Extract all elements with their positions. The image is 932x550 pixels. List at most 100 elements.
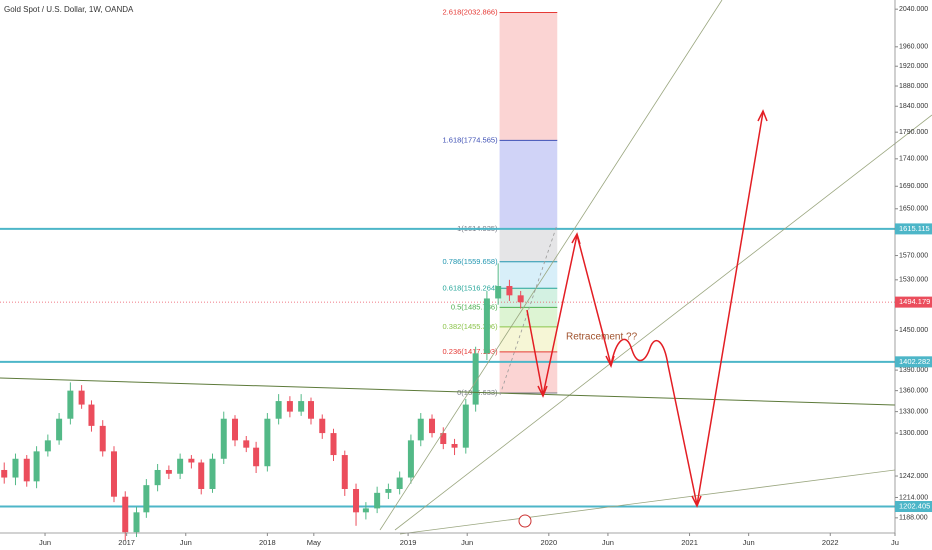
fib-label: 0.236(1417.193) xyxy=(443,347,499,356)
candle-body xyxy=(417,418,424,441)
price-badge xyxy=(895,356,932,368)
y-tick-label: 1530.000 xyxy=(899,277,928,284)
candle-body xyxy=(396,477,403,489)
price-badge-label: 1494.179 xyxy=(899,297,930,306)
trend-line xyxy=(379,0,723,531)
y-tick-label: 1188.000 xyxy=(899,515,928,522)
fib-label: 0.5(1485.786) xyxy=(451,302,498,311)
plot-area: 2.618(2032.866)1.618(1774.565)1(1614.935… xyxy=(0,7,895,541)
trend-line xyxy=(0,377,896,406)
y-tick-label: 1840.000 xyxy=(899,103,928,110)
candle-body xyxy=(407,440,414,478)
axes xyxy=(0,0,896,534)
x-tick-label: Ju xyxy=(891,538,899,547)
y-tick-label: 1740.000 xyxy=(899,156,928,163)
candle-body xyxy=(177,458,184,474)
candle-body xyxy=(220,418,227,459)
trend-line xyxy=(394,114,932,531)
y-tick-label: 1214.000 xyxy=(899,494,928,501)
x-tick-label: Jun xyxy=(743,538,755,547)
price-badge-label: 1202.405 xyxy=(899,501,930,510)
candle-body xyxy=(353,488,360,513)
fib-label: 0.618(1516.264) xyxy=(443,283,499,292)
x-tick-label: 2019 xyxy=(400,538,417,547)
candle-body xyxy=(275,401,282,419)
annotation: Retracement ?? xyxy=(566,332,638,343)
fib-label: 0.786(1559.658) xyxy=(443,257,499,266)
candle-body xyxy=(264,418,271,467)
y-tick-label: 1880.000 xyxy=(899,83,928,90)
candle-body xyxy=(1,469,8,478)
y-tick-label: 1920.000 xyxy=(899,63,928,70)
candle-body xyxy=(209,458,216,489)
x-tick-label: Jun xyxy=(180,538,192,547)
fib-zone xyxy=(499,288,558,308)
y-tick-label: 1300.000 xyxy=(899,430,928,437)
arrow-head xyxy=(537,109,768,508)
candle-body xyxy=(188,458,195,463)
x-tick-label: Jun xyxy=(602,538,614,547)
fib-zone xyxy=(499,261,558,289)
candle-body xyxy=(440,433,447,445)
candle-body xyxy=(286,401,293,412)
fib-zone xyxy=(499,228,558,262)
price-badge xyxy=(895,223,932,235)
fib-zone xyxy=(499,12,558,141)
x-tick-label: 2018 xyxy=(259,538,276,547)
candle-body xyxy=(243,440,250,448)
candle-body xyxy=(67,390,74,419)
y-tick-label: 1450.000 xyxy=(899,327,928,334)
x-tick-label: 2017 xyxy=(118,538,135,547)
price-badge-label: 1402.282 xyxy=(899,357,930,366)
candle-body xyxy=(143,485,150,513)
trend-line xyxy=(399,469,896,535)
fib-zone xyxy=(499,351,558,393)
candle-body xyxy=(198,462,205,489)
candle-body xyxy=(462,404,469,448)
x-tick-label: 2020 xyxy=(540,538,557,547)
candle-body xyxy=(12,458,19,478)
candle-body xyxy=(307,401,314,419)
chart-title: Gold Spot / U.S. Dollar, 1W, OANDA xyxy=(4,5,134,14)
x-tick-label: Jun xyxy=(461,538,473,547)
candle-body xyxy=(253,447,260,467)
candle-body xyxy=(374,492,381,509)
candle-body xyxy=(429,418,436,434)
y-tick-label: 1330.000 xyxy=(899,408,928,415)
drawings xyxy=(0,0,932,535)
x-tick-label: 2021 xyxy=(681,538,698,547)
y-tick-label: 1650.000 xyxy=(899,206,928,213)
price-badge-label: 1615.115 xyxy=(899,224,930,233)
fib-label: 1.618(1774.565) xyxy=(443,135,499,144)
candle-body xyxy=(232,418,239,441)
fib-zone xyxy=(499,326,558,352)
candle-body xyxy=(472,353,479,405)
candle-body xyxy=(385,488,392,493)
candle-body xyxy=(330,433,337,456)
candle-body xyxy=(517,295,524,303)
candle-body xyxy=(298,401,305,412)
candle-body xyxy=(319,418,326,434)
candle-body xyxy=(506,285,513,296)
candle-body xyxy=(451,444,458,448)
y-tick-label: 1790.000 xyxy=(899,129,928,136)
candle-body xyxy=(110,451,117,497)
projection-path xyxy=(526,111,764,506)
price-badge xyxy=(895,296,932,308)
candle-body xyxy=(495,285,502,299)
fib-zone xyxy=(499,140,558,229)
x-tick-label: 2022 xyxy=(822,538,839,547)
x-tick-label: May xyxy=(307,538,321,547)
candle-body xyxy=(33,451,40,482)
fib-label: 2.618(2032.866) xyxy=(443,7,499,16)
y-tick-label: 1360.000 xyxy=(899,387,928,394)
candle-body xyxy=(362,508,369,513)
y-tick-label: 1960.000 xyxy=(899,44,928,51)
candle-body xyxy=(23,458,30,482)
x-tick-label: Jun xyxy=(39,538,51,547)
candle-body xyxy=(154,469,161,486)
y-tick-label: 2040.000 xyxy=(899,6,928,13)
candle-body xyxy=(483,298,490,354)
